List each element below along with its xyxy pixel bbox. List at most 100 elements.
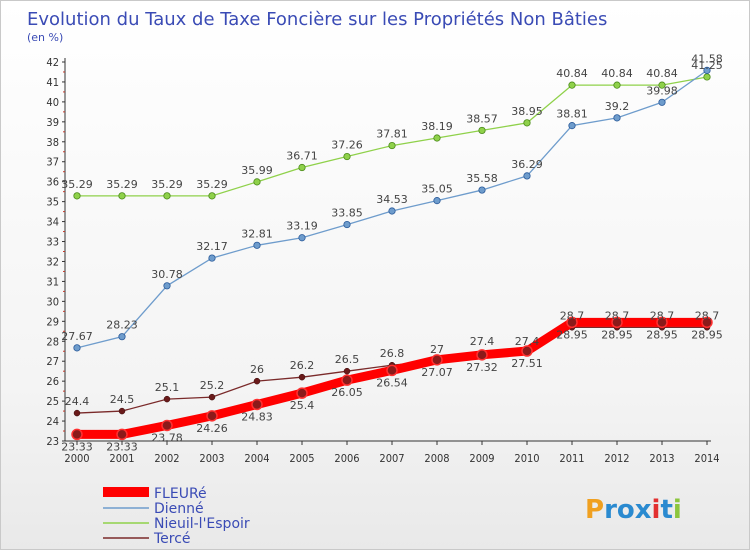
y-tick-label: 38: [46, 136, 59, 149]
legend-item-0: FLEURé: [103, 486, 207, 502]
x-tick-label: 2000: [64, 452, 89, 465]
data-label: 41.58: [691, 52, 723, 65]
chart-title: Evolution du Taux de Taxe Foncière sur l…: [27, 9, 607, 30]
data-point: [386, 364, 398, 377]
legend-label: Dienné: [154, 501, 204, 517]
y-tick-label: 27: [46, 355, 59, 368]
legend-item-2: Nieuil-l'Espoir: [103, 516, 250, 532]
data-label: 35.58: [466, 172, 498, 185]
data-point: [343, 220, 351, 229]
data-point: [701, 316, 713, 329]
data-label: 38.57: [466, 112, 498, 125]
data-label: 40.84: [601, 67, 633, 80]
data-point: [163, 192, 171, 200]
data-label: 27.67: [61, 330, 93, 343]
data-label: 23.33: [61, 440, 93, 453]
data-point: [566, 316, 578, 329]
data-label: 28.7: [650, 309, 675, 322]
x-tick-label: 2012: [604, 452, 629, 465]
data-label: 23.33: [106, 440, 138, 453]
x-tick-label: 2004: [244, 452, 269, 465]
y-tick-label: 28: [46, 335, 59, 348]
series-0: [71, 316, 713, 441]
x-tick-label: 2003: [199, 452, 224, 465]
data-label: 33.19: [286, 220, 318, 233]
data-point: [523, 119, 531, 127]
data-label: 26.5: [335, 353, 360, 366]
series-2: [73, 73, 711, 200]
data-point: [296, 387, 308, 399]
data-point: [118, 407, 126, 415]
data-point: [611, 316, 623, 329]
data-point: [478, 186, 486, 194]
data-point: [163, 282, 171, 290]
data-point: [253, 377, 261, 385]
y-tick-label: 34: [46, 216, 59, 229]
legend-label: FLEURé: [154, 486, 207, 502]
data-label: 26.05: [331, 386, 363, 399]
x-tick-label: 2013: [649, 452, 674, 465]
data-point: [343, 367, 351, 375]
data-point: [298, 163, 306, 172]
data-point: [703, 73, 711, 81]
y-tick-label: 37: [46, 156, 59, 169]
data-point: [613, 81, 621, 89]
data-point: [656, 316, 668, 329]
logo-letter: o: [617, 495, 635, 525]
data-label: 40.84: [556, 67, 588, 80]
data-label: 38.81: [556, 108, 588, 121]
data-label: 28.7: [695, 309, 720, 322]
y-tick-label: 41: [46, 76, 59, 89]
data-labels: 23.33 23.33 23.78 24.26 24.83 25.4 26.05 26.54 2…: [61, 52, 723, 453]
data-label: 35.05: [421, 183, 453, 196]
data-label: 30.78: [151, 268, 183, 281]
logo-letter: P: [585, 495, 604, 525]
y-tick-label: 36: [46, 176, 59, 189]
data-label: 23.78: [151, 431, 183, 444]
data-point: [613, 114, 621, 122]
legend-item-1: Dienné: [103, 501, 204, 517]
data-label: 35.29: [151, 178, 183, 191]
data-label: 32.17: [196, 240, 228, 253]
y-tick-label: 30: [46, 295, 59, 308]
data-label: 28.7: [560, 309, 585, 322]
logo-letter: i: [673, 495, 682, 525]
data-point: [476, 349, 488, 361]
data-label: 28.95: [601, 328, 633, 341]
data-point: [118, 192, 126, 200]
data-label: 27.51: [511, 357, 543, 370]
y-tick-label: 39: [46, 116, 59, 129]
data-point: [116, 428, 128, 441]
data-point: [208, 393, 216, 401]
data-label: 26.8: [380, 347, 405, 360]
data-point: [251, 398, 263, 411]
data-label: 36.71: [286, 150, 318, 163]
data-label: 38.19: [421, 120, 453, 133]
data-point: [478, 126, 486, 135]
data-label: 27.4: [470, 335, 495, 348]
logo-letter: i: [652, 495, 661, 525]
data-label: 24.4: [65, 395, 90, 408]
data-label: 41.25: [691, 59, 723, 72]
data-point: [658, 98, 666, 106]
y-tick-label: 42: [46, 56, 59, 69]
logo-letter: x: [635, 495, 652, 525]
proxiti-logo: Proxiti: [585, 495, 682, 525]
data-point: [73, 192, 81, 200]
data-point: [433, 197, 441, 205]
data-point: [253, 241, 261, 249]
data-point: [703, 66, 711, 74]
logo-letter: t: [660, 495, 672, 525]
data-label: 28.7: [605, 309, 630, 322]
x-tick-label: 2014: [694, 452, 719, 465]
data-label: 35.29: [61, 178, 93, 191]
data-label: 28.95: [556, 328, 588, 341]
data-label: 35.29: [106, 178, 138, 191]
data-label: 27.4: [515, 335, 540, 348]
data-label: 39.2: [605, 100, 630, 113]
data-point: [343, 152, 351, 161]
data-label: 35.99: [241, 164, 273, 177]
data-label: 35.29: [196, 178, 228, 191]
y-tick-label: 24: [46, 415, 59, 428]
